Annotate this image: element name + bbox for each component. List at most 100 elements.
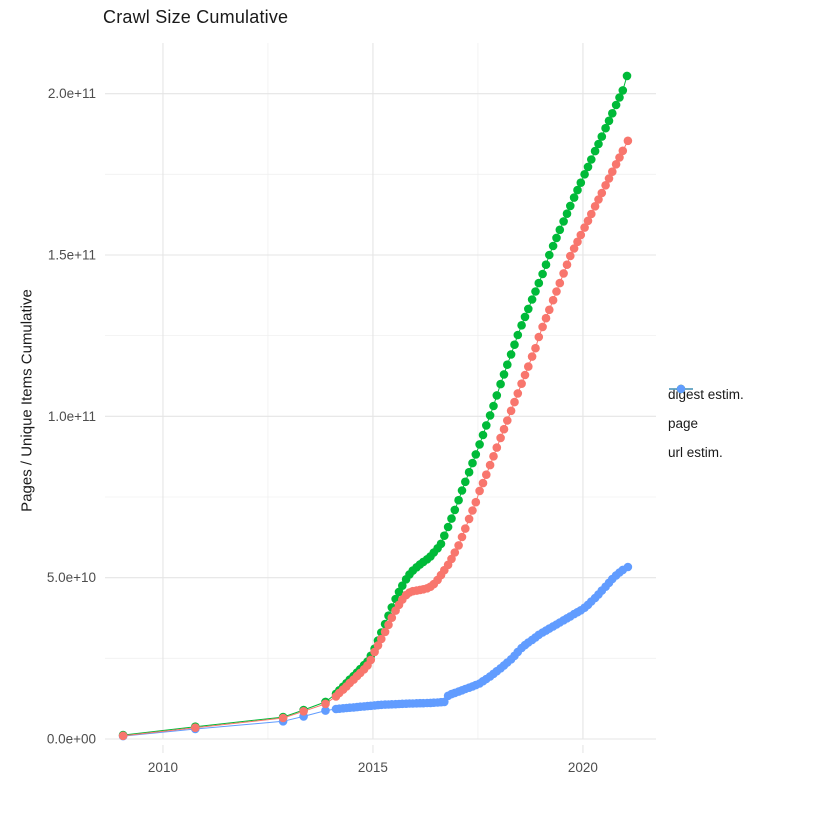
data-point	[555, 225, 565, 235]
data-point	[377, 634, 386, 644]
data-point	[461, 477, 470, 487]
y-tick-label: 0.0e+00	[47, 732, 96, 747]
series-digest-estim	[118, 136, 633, 741]
chart-title: Crawl Size Cumulative	[103, 7, 289, 27]
data-point	[321, 699, 330, 709]
legend-label: digest estim.	[668, 387, 744, 402]
data-point	[590, 202, 600, 211]
data-point	[517, 379, 526, 389]
data-point	[576, 178, 586, 187]
data-point	[583, 162, 593, 172]
data-point	[506, 350, 516, 359]
y-tick-label: 2.0e+11	[48, 86, 96, 101]
data-point	[457, 532, 467, 542]
data-point	[454, 541, 463, 550]
data-point	[464, 467, 474, 477]
data-point	[623, 562, 633, 572]
data-point	[623, 136, 633, 146]
data-point	[562, 260, 572, 270]
data-point	[380, 627, 390, 637]
data-point	[321, 706, 330, 715]
legend-label: url estim.	[668, 445, 723, 460]
data-point	[583, 216, 593, 226]
data-point	[398, 581, 407, 590]
data-point	[597, 188, 607, 198]
data-point	[387, 613, 397, 622]
data-point	[191, 723, 200, 732]
data-point	[548, 295, 558, 305]
series-line	[123, 75, 628, 736]
data-point	[517, 321, 526, 330]
data-point	[601, 181, 610, 190]
data-point	[510, 397, 519, 407]
data-point	[482, 421, 491, 430]
data-point	[559, 217, 568, 226]
y-tick-label: 1.0e+11	[48, 409, 96, 424]
data-point	[527, 352, 537, 361]
data-point	[384, 620, 393, 630]
data-point	[443, 522, 453, 532]
data-point	[440, 531, 449, 540]
data-point	[538, 322, 547, 332]
data-point	[482, 470, 491, 480]
data-point	[587, 209, 596, 219]
data-point	[601, 123, 610, 133]
data-point	[489, 452, 498, 461]
data-point	[559, 269, 568, 278]
data-point	[503, 360, 512, 370]
legend-item-url-estim: url estim.	[668, 384, 744, 467]
data-point	[366, 655, 376, 665]
data-point	[492, 391, 502, 400]
data-point	[457, 486, 467, 495]
data-point	[615, 93, 624, 102]
data-point	[545, 250, 554, 260]
data-point	[524, 362, 533, 371]
data-point	[534, 278, 544, 288]
data-point	[370, 647, 379, 657]
data-point	[520, 370, 530, 380]
data-point	[552, 287, 561, 296]
data-point	[454, 495, 463, 505]
data-point	[436, 539, 446, 549]
data-point	[496, 433, 505, 443]
series-url-estim	[118, 562, 633, 741]
data-point	[485, 460, 495, 470]
data-point	[464, 514, 474, 524]
data-point	[534, 332, 544, 342]
data-point	[569, 193, 579, 202]
data-point	[499, 424, 509, 434]
legend-key-icon	[669, 384, 693, 394]
y-tick-label: 1.5e+11	[48, 247, 96, 262]
data-point	[541, 313, 551, 323]
x-tick-label: 2015	[358, 760, 388, 775]
data-point	[618, 86, 628, 95]
y-tick-label: 5.0e+10	[47, 570, 96, 585]
data-point	[485, 411, 495, 420]
data-point	[573, 237, 582, 247]
data-point	[513, 330, 523, 340]
data-point	[587, 155, 596, 164]
data-point	[489, 401, 498, 411]
data-point	[566, 251, 575, 261]
data-point	[492, 443, 502, 452]
data-point	[594, 195, 603, 204]
data-point	[503, 416, 512, 425]
data-point	[541, 260, 551, 270]
data-point	[531, 287, 540, 296]
data-point	[573, 185, 582, 195]
data-point	[569, 244, 579, 253]
legend: digest estim. page url estim.	[668, 380, 744, 467]
data-point	[468, 506, 477, 515]
data-point	[611, 100, 621, 110]
data-point	[594, 139, 603, 149]
x-tick-label: 2010	[148, 760, 178, 775]
data-point	[545, 305, 554, 315]
data-point	[590, 146, 600, 156]
data-point	[513, 389, 523, 398]
data-point	[611, 160, 621, 169]
data-point	[475, 440, 484, 449]
data-point	[496, 379, 505, 389]
data-point	[478, 430, 488, 440]
